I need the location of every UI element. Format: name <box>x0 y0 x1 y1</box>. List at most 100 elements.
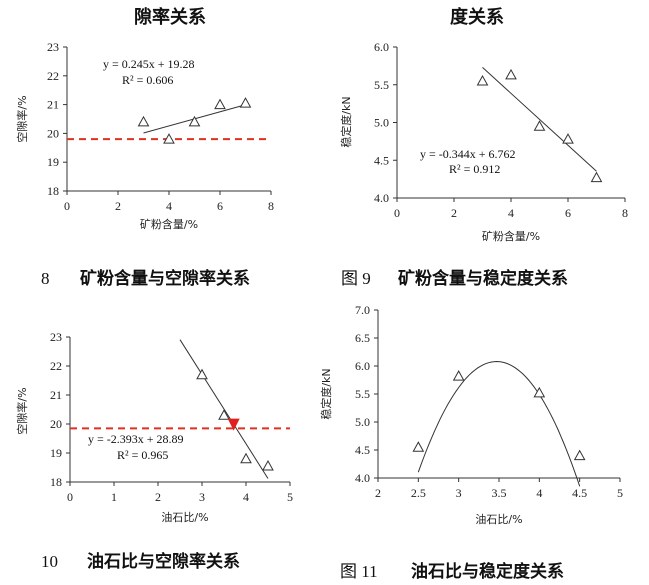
chart-3-x-label: 油石比/% <box>161 510 208 524</box>
x-tick-label: 3 <box>199 490 205 504</box>
x-tick-label: 2 <box>115 199 121 213</box>
chart-3-caption: 油石比与空隙率关系 <box>87 551 240 572</box>
y-tick-label: 19 <box>47 155 59 169</box>
x-tick-label: 6 <box>565 206 571 220</box>
y-tick-label: 21 <box>50 388 62 402</box>
chart-2-y-ticks: 4.0 4.5 5.0 5.5 6.0 <box>374 40 397 205</box>
x-tick-label: 4 <box>536 486 542 500</box>
data-point <box>188 115 201 127</box>
x-tick-label: 0 <box>64 199 70 213</box>
data-point <box>505 68 517 80</box>
data-point <box>240 452 252 464</box>
chart-1-points <box>137 97 252 144</box>
chart-2-r2: R² = 0.912 <box>449 162 500 176</box>
y-tick-label: 6.5 <box>355 331 370 345</box>
x-tick-label: 0 <box>394 206 400 220</box>
data-point <box>412 441 425 452</box>
chart-3-caption-number: 10 <box>41 552 58 571</box>
chart-3-intersection-marker <box>227 418 240 431</box>
chart-1-r2: R² = 0.606 <box>122 73 173 87</box>
chart-2-title: 度关系 <box>450 6 504 28</box>
x-tick-label: 5 <box>287 490 293 504</box>
chart-4-y-label: 稳定度/kN <box>319 368 333 419</box>
chart-2-caption: 矿粉含量与稳定度关系 <box>398 268 568 289</box>
chart-1-x-ticks: 0 2 4 6 8 <box>64 191 274 213</box>
chart-2-x-label: 矿粉含量/% <box>482 229 540 243</box>
data-point <box>196 368 208 380</box>
chart-3-x-ticks: 0 1 2 3 4 5 <box>67 482 293 504</box>
data-point <box>163 133 175 144</box>
y-tick-label: 4.5 <box>355 443 370 457</box>
chart-4-points <box>412 370 586 461</box>
chart-1-equation: y = 0.245x + 19.28 <box>103 57 195 71</box>
x-tick-label: 3.5 <box>492 486 507 500</box>
chart-4-caption-number: 图 11 <box>340 562 378 581</box>
x-tick-label: 2 <box>375 486 381 500</box>
y-tick-label: 5.0 <box>374 116 389 130</box>
y-tick-label: 22 <box>47 69 59 83</box>
chart-2-caption-number: 图 9 <box>341 269 371 288</box>
y-tick-label: 21 <box>47 98 59 112</box>
data-point <box>218 409 230 420</box>
x-tick-label: 2.5 <box>411 486 426 500</box>
data-point <box>137 115 150 127</box>
chart-4: 4.0 4.5 5.0 5.5 6.0 6.5 7.0 2 2.5 3 3.5 4 4.5 5 稳定度/… <box>319 303 623 582</box>
data-point <box>262 460 274 471</box>
y-tick-label: 4.0 <box>374 191 389 205</box>
x-tick-label: 4.5 <box>572 486 587 500</box>
chart-1-y-ticks: 18 19 20 21 22 23 <box>47 40 67 198</box>
chart-3-y-ticks: 18 19 20 21 22 23 <box>50 330 70 489</box>
x-tick-label: 0 <box>67 490 73 504</box>
data-point <box>452 370 465 381</box>
data-point <box>562 133 574 144</box>
x-tick-label: 6 <box>217 199 223 213</box>
chart-4-x-label: 油石比/% <box>475 512 522 526</box>
x-tick-label: 4 <box>508 206 514 220</box>
y-tick-label: 6.0 <box>374 40 389 54</box>
data-point <box>533 386 546 398</box>
y-tick-label: 6.0 <box>355 359 370 373</box>
y-tick-label: 4.0 <box>355 471 370 485</box>
y-tick-label: 4.5 <box>374 153 389 167</box>
chart-4-x-ticks: 2 2.5 3 3.5 4 4.5 5 <box>375 478 623 500</box>
y-tick-label: 18 <box>47 184 59 198</box>
chart-1-title: 隙率关系 <box>134 6 206 28</box>
chart-3-equation: y = -2.393x + 28.89 <box>88 432 184 446</box>
data-point <box>590 171 603 183</box>
chart-3-y-label: 空隙率/% <box>15 387 29 434</box>
x-tick-label: 4 <box>166 199 172 213</box>
y-tick-label: 20 <box>50 417 62 431</box>
y-tick-label: 23 <box>50 330 62 344</box>
chart-4-caption: 油石比与稳定度关系 <box>411 561 564 582</box>
x-tick-label: 2 <box>451 206 457 220</box>
x-tick-label: 4 <box>243 490 249 504</box>
chart-2-x-ticks: 0 2 4 6 8 <box>394 198 628 220</box>
x-tick-label: 2 <box>155 490 161 504</box>
x-tick-label: 5 <box>617 486 623 500</box>
data-point <box>476 74 489 86</box>
y-tick-label: 5.0 <box>355 415 370 429</box>
chart-2-equation: y = -0.344x + 6.762 <box>420 147 516 161</box>
chart-1-caption-number: 8 <box>41 269 50 288</box>
chart-3-trendline <box>179 339 269 479</box>
y-tick-label: 7.0 <box>355 303 370 317</box>
y-tick-label: 18 <box>50 475 62 489</box>
chart-1: 隙率关系 18 19 20 21 22 23 0 2 4 6 8 空隙率/% 矿粉含量/% y =… <box>15 6 274 289</box>
chart-3-r2: R² = 0.965 <box>117 448 168 462</box>
chart-4-trend-curve <box>417 360 581 487</box>
data-point <box>214 98 226 110</box>
x-tick-label: 8 <box>268 199 274 213</box>
y-tick-label: 5.5 <box>374 78 389 92</box>
y-tick-label: 23 <box>47 40 59 54</box>
chart-3-points <box>196 368 274 471</box>
y-tick-label: 22 <box>50 359 62 373</box>
chart-4-y-ticks: 4.0 4.5 5.0 5.5 6.0 6.5 7.0 <box>355 303 378 485</box>
chart-2-trendline <box>482 67 597 172</box>
x-tick-label: 3 <box>456 486 462 500</box>
chart-1-y-label: 空隙率/% <box>15 95 29 142</box>
x-tick-label: 8 <box>622 206 628 220</box>
chart-2-y-label: 稳定度/kN <box>339 96 353 147</box>
